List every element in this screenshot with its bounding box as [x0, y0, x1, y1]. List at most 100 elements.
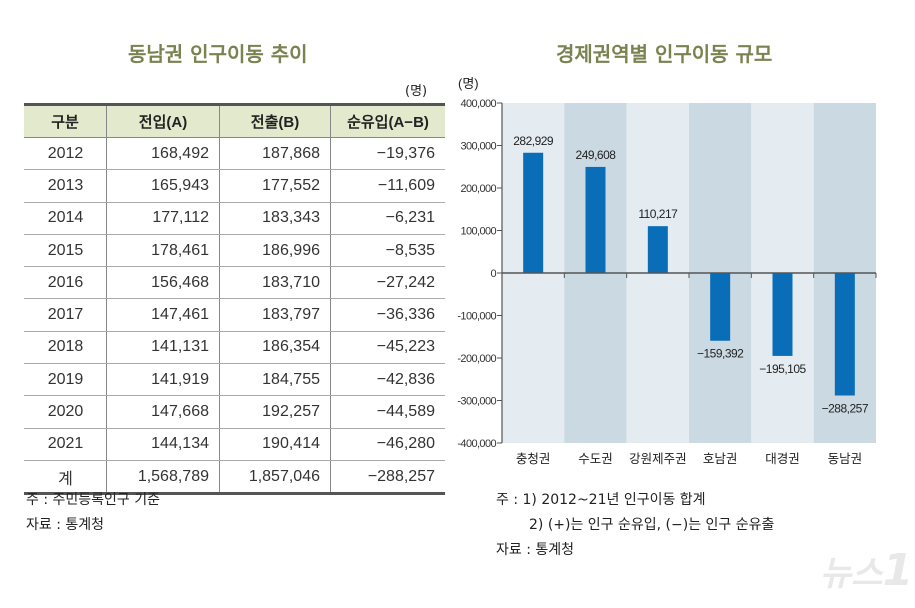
y-tick-label: 100,000: [460, 226, 496, 238]
table-cell: 2013: [24, 169, 107, 203]
table-cell: 2018: [24, 331, 107, 365]
table-row: 2013 165,943 177,552 −11,609: [24, 169, 445, 203]
table-cell: 156,468: [106, 266, 220, 300]
column-header: 구분: [24, 103, 107, 138]
x-tick-label: 충청권: [516, 452, 551, 466]
x-tick-label: 동남권: [828, 452, 863, 466]
y-tick-label: -400,000: [457, 438, 496, 450]
table-cell: 2020: [24, 395, 107, 429]
data-label: 249,608: [576, 148, 617, 162]
column-header: 순유입(A−B): [330, 103, 445, 138]
table-row: 2012 168,492 187,868 −19,376: [24, 137, 445, 171]
table-cell: 147,668: [106, 395, 220, 429]
y-tick-label: 200,000: [460, 183, 496, 195]
chart-note-2: 2) (+)는 인구 순유입, (−)는 인구 순유출: [529, 517, 775, 533]
table-note: 주 : 주민등록인구 기준: [26, 492, 160, 508]
y-tick-label: 300,000: [460, 141, 496, 153]
table-row: 2021 144,134 190,414 −46,280: [24, 428, 445, 461]
data-label: −159,392: [697, 347, 744, 361]
y-tick-label: 0: [490, 268, 496, 280]
table-source: 자료 : 통계청: [26, 517, 105, 533]
y-tick-label: 400,000: [460, 98, 496, 110]
migration-table: 구분 전입(A) 전출(B) 순유입(A−B) 2012 168,492 187,868−…: [24, 103, 445, 496]
table-cell: 1,568,789: [106, 460, 220, 496]
chart-source: 자료 : 통계청: [496, 542, 575, 558]
y-axis-unit: (명): [458, 76, 479, 91]
table-row: 2016 156,468 183,710 −27,242: [24, 266, 445, 300]
table-cell: 190,414: [219, 428, 331, 461]
table-header-row: 구분 전입(A) 전출(B) 순유입(A−B): [24, 103, 445, 138]
table-cell: 147,461: [106, 298, 220, 332]
table-row: 2017 147,461 183,797 −36,336: [24, 298, 445, 332]
table-body: 2012 168,492 187,868 −19,376 2013 165,943 177,…: [24, 137, 445, 496]
column-header: 전입(A): [106, 103, 220, 138]
bar: [710, 273, 731, 341]
chart-note-1: 주 : 1) 2012~21년 인구이동 합계: [496, 492, 706, 508]
y-tick-label: -200,000: [457, 353, 496, 365]
table-row: 2014 177,112 183,343 −6,231: [24, 202, 445, 235]
x-tick-label: 강원제주권: [629, 452, 687, 466]
table-cell: 183,343: [219, 202, 331, 235]
table-cell: 168,492: [106, 137, 220, 171]
table-unit: (명): [405, 84, 428, 99]
table-cell: 187,868: [219, 137, 331, 171]
x-tick-label: 수도권: [578, 452, 613, 466]
table-cell: −42,836: [330, 363, 445, 397]
bar-chart: (명) 400,000 300,000 200,000 100,000 0 -100,000…: [457, 76, 877, 466]
table-cell: 192,257: [219, 395, 331, 429]
table-cell: 2015: [24, 234, 107, 268]
table-cell: 183,710: [219, 266, 331, 300]
table-cell: 2012: [24, 137, 107, 171]
bar: [772, 273, 793, 356]
bar: [647, 226, 668, 273]
table-cell: −19,376: [330, 137, 445, 171]
x-tick-label: 대경권: [765, 452, 800, 466]
table-cell: 1,857,046: [219, 460, 331, 496]
bar: [585, 166, 606, 273]
table-cell: 계: [24, 460, 107, 496]
table-cell: 177,112: [106, 202, 220, 235]
table-cell: −8,535: [330, 234, 445, 268]
chart-title: 경제권역별 인구이동 규모: [556, 42, 773, 66]
table-cell: 2021: [24, 428, 107, 461]
table-cell: 2016: [24, 266, 107, 300]
table-cell: −46,280: [330, 428, 445, 461]
table-cell: −6,231: [330, 202, 445, 235]
table-cell: 2014: [24, 202, 107, 235]
data-label: −288,257: [822, 402, 869, 416]
table-cell: −45,223: [330, 331, 445, 365]
x-tick-label: 호남권: [703, 452, 738, 466]
table-row: 계 1,568,789 1,857,046 −288,257: [24, 460, 445, 496]
data-label: 282,929: [513, 134, 554, 148]
table-row: 2018 141,131 186,354 −45,223: [24, 331, 445, 365]
y-tick-label: -300,000: [457, 396, 496, 408]
table-cell: 2019: [24, 363, 107, 397]
table-cell: 186,996: [219, 234, 331, 268]
bar: [523, 152, 544, 273]
table-cell: −36,336: [330, 298, 445, 332]
column-header: 전출(B): [219, 103, 331, 138]
table-row: 2020 147,668 192,257 −44,589: [24, 395, 445, 429]
data-label: −195,105: [759, 362, 806, 376]
table-cell: 141,919: [106, 363, 220, 397]
table-row: 2015 178,461 186,996 −8,535: [24, 234, 445, 268]
table-cell: 178,461: [106, 234, 220, 268]
news1-watermark-logo: 뉴스1: [820, 545, 914, 596]
table-cell: 2017: [24, 298, 107, 332]
table-cell: 177,552: [219, 169, 331, 203]
y-tick-label: -100,000: [457, 311, 496, 323]
table-cell: −44,589: [330, 395, 445, 429]
table-cell: 165,943: [106, 169, 220, 203]
table-cell: 184,755: [219, 363, 331, 397]
table-cell: −11,609: [330, 169, 445, 203]
table-row: 2019 141,919 184,755 −42,836: [24, 363, 445, 397]
table-cell: 186,354: [219, 331, 331, 365]
table-notes: 주 : 주민등록인구 기준 자료 : 통계청: [26, 488, 160, 538]
table-cell: 141,131: [106, 331, 220, 365]
table-cell: −27,242: [330, 266, 445, 300]
bar: [834, 273, 855, 396]
table-cell: 144,134: [106, 428, 220, 461]
table-cell: −288,257: [330, 460, 445, 496]
table-title: 동남권 인구이동 추이: [128, 42, 308, 66]
